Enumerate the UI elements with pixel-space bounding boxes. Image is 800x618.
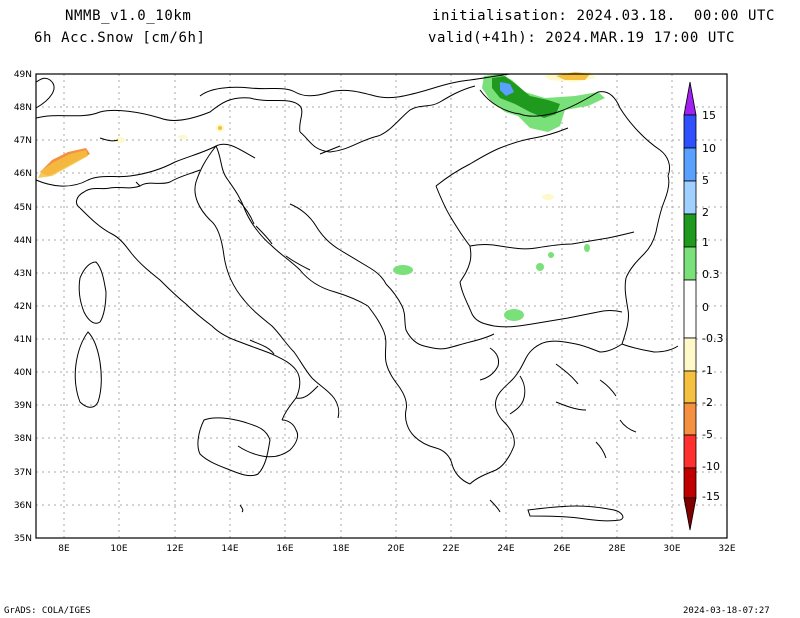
grid [36,74,727,538]
colorbar-segment [683,147,697,182]
lat-tick: 37N [14,468,32,478]
lat-tick: 40N [14,368,32,378]
lat-ticks: 49N 48N 47N 46N 45N 44N 43N 42N 41N 40N … [14,70,32,544]
lon-tick: 20E [387,544,404,554]
lon-tick: 14E [221,544,238,554]
snow-alps-yellow [38,150,88,178]
snow-carpathians-heavy [500,82,514,96]
lat-tick: 35N [14,534,32,544]
lon-tick: 10E [110,544,127,554]
colorbar-segment [683,180,697,215]
snow-alps-spot3 [218,126,222,130]
lat-tick: 38N [14,434,32,444]
lat-tick: 43N [14,269,32,279]
colorbar-label: -2 [702,396,713,409]
colorbar-segment [683,246,697,281]
colorbar-label: 0 [702,301,709,314]
snow-greece-north [504,309,524,321]
snow-bulgaria-spot2 [548,252,554,258]
colorbar [683,81,697,531]
lon-tick: 28E [608,544,625,554]
snow-alps-spot4 [178,135,188,139]
colorbar-label: -10 [702,460,720,473]
lon-tick: 12E [166,544,183,554]
lat-tick: 48N [14,103,32,113]
map-frame [35,73,728,539]
lat-tick: 45N [14,203,32,213]
colorbar-label: -5 [702,428,713,441]
init-time: initialisation: 2024.03.18. 00:00 UTC [432,8,776,24]
colorbar-label: 15 [702,109,716,122]
lat-tick: 47N [14,136,32,146]
colorbar-label: 2 [702,206,709,219]
lat-tick: 46N [14,169,32,179]
lat-tick: 44N [14,236,32,246]
colorbar-label: -1 [702,364,713,377]
colorbar-segment [683,279,697,339]
colorbar-segment [683,213,697,248]
colorbar-top-arrow [683,81,697,116]
snow-serbia-spot [393,265,413,275]
lon-tick: 16E [276,544,293,554]
colorbar-segment [683,114,697,149]
snow-bulgaria-spot1 [536,263,544,271]
lon-tick: 18E [332,544,349,554]
lon-tick: 8E [58,544,70,554]
colorbar-label: 1 [702,236,709,249]
lon-tick: 24E [497,544,514,554]
colorbar-label: 0.3 [702,268,720,281]
valid-time: valid(+41h): 2024.MAR.19 17:00 UTC [428,30,735,46]
model-title: NMMB_v1.0_10km [65,8,192,24]
lat-tick: 42N [14,302,32,312]
variable-title: 6h Acc.Snow [cm/6h] [34,30,206,46]
colorbar-segment [683,467,697,499]
footer-timestamp: 2024-03-18-07:27 [683,606,770,616]
lon-tick: 32E [718,544,735,554]
coastlines-borders [35,73,679,522]
colorbar-label: 5 [702,174,709,187]
lat-tick: 39N [14,401,32,411]
colorbar-segment [683,402,697,436]
lon-tick: 30E [663,544,680,554]
lat-tick: 41N [14,335,32,345]
lon-tick: 26E [553,544,570,554]
colorbar-label: -0.3 [702,332,723,345]
lon-ticks: 8E 10E 12E 14E 16E 18E 20E 22E 24E 26E 2… [58,544,736,554]
lat-tick: 36N [14,501,32,511]
colorbar-segment [683,434,697,469]
lat-tick: 49N [14,70,32,80]
snow-bulgaria-spot3 [584,244,590,252]
colorbar-bottom-arrow [683,497,697,531]
colorbar-labels: 15 10 5 2 1 0.3 0 -0.3 -1 -2 -5 -10 -15 [702,109,723,503]
snow-romania-spot [542,194,554,200]
snow-fields [38,72,605,321]
footer-credit: GrADS: COLA/IGES [4,606,91,616]
lon-tick: 22E [442,544,459,554]
colorbar-label: 10 [702,142,716,155]
colorbar-segment [683,337,697,372]
colorbar-label: -15 [702,490,720,503]
snow-alps-spot1 [115,137,125,143]
colorbar-segment [683,370,697,404]
